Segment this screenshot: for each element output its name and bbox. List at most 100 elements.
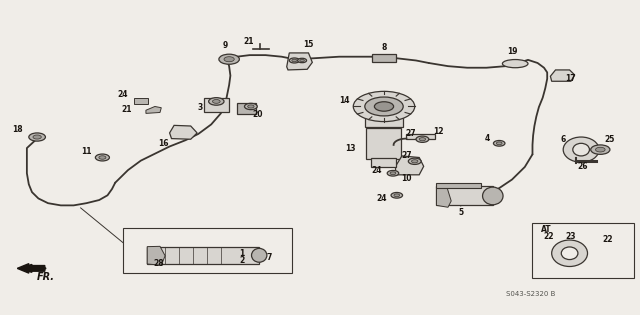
- Circle shape: [394, 194, 400, 197]
- Circle shape: [591, 145, 610, 154]
- Ellipse shape: [353, 91, 415, 122]
- Text: 11: 11: [81, 147, 92, 156]
- Ellipse shape: [502, 60, 528, 68]
- Circle shape: [248, 105, 254, 108]
- Text: 22: 22: [544, 232, 554, 241]
- Text: 17: 17: [566, 74, 576, 83]
- Text: 18: 18: [13, 125, 23, 134]
- Circle shape: [390, 172, 396, 175]
- Circle shape: [29, 133, 45, 141]
- Text: 24: 24: [371, 166, 381, 175]
- Bar: [237, 103, 256, 114]
- Circle shape: [99, 156, 106, 159]
- Text: 13: 13: [346, 144, 356, 152]
- Text: 5: 5: [458, 208, 463, 217]
- Text: 24: 24: [376, 194, 387, 203]
- Text: 19: 19: [507, 47, 517, 55]
- Polygon shape: [436, 186, 451, 207]
- Ellipse shape: [552, 240, 588, 266]
- Text: 28: 28: [154, 260, 164, 268]
- Text: 23: 23: [566, 232, 576, 241]
- Text: 9: 9: [223, 41, 228, 50]
- Text: 10: 10: [401, 175, 412, 183]
- Circle shape: [224, 57, 234, 62]
- Circle shape: [289, 58, 300, 63]
- Text: 1: 1: [239, 249, 244, 258]
- Circle shape: [419, 138, 426, 141]
- Text: 26: 26: [577, 162, 588, 171]
- Circle shape: [412, 160, 418, 163]
- Text: 4: 4: [485, 134, 490, 143]
- Circle shape: [209, 98, 224, 105]
- Text: 14: 14: [339, 96, 349, 105]
- Ellipse shape: [561, 247, 578, 260]
- Circle shape: [238, 244, 251, 250]
- Bar: [532, 223, 634, 278]
- Bar: [123, 228, 292, 273]
- Circle shape: [549, 240, 562, 246]
- Text: 21: 21: [243, 37, 253, 46]
- Circle shape: [292, 59, 297, 62]
- Circle shape: [298, 58, 307, 63]
- Bar: [372, 54, 396, 62]
- Text: FR.: FR.: [37, 272, 55, 282]
- Bar: [147, 247, 259, 264]
- Circle shape: [552, 242, 559, 245]
- Text: 2: 2: [239, 256, 244, 265]
- Polygon shape: [550, 70, 575, 81]
- Text: 20: 20: [252, 110, 262, 118]
- Circle shape: [229, 253, 234, 256]
- Circle shape: [408, 158, 421, 164]
- Text: 22: 22: [603, 235, 613, 244]
- Circle shape: [170, 257, 178, 261]
- Text: 16: 16: [158, 139, 168, 148]
- Text: 15: 15: [303, 40, 314, 49]
- Circle shape: [602, 243, 614, 249]
- Text: 12: 12: [433, 127, 444, 136]
- Circle shape: [387, 170, 399, 176]
- Text: 8: 8: [381, 43, 387, 52]
- Ellipse shape: [374, 102, 394, 111]
- Ellipse shape: [573, 143, 589, 156]
- Circle shape: [166, 255, 182, 263]
- Circle shape: [33, 135, 41, 139]
- Ellipse shape: [365, 97, 403, 116]
- Bar: [366, 128, 401, 159]
- Text: 6: 6: [561, 135, 566, 144]
- Circle shape: [95, 154, 109, 161]
- Text: 3: 3: [197, 103, 202, 112]
- Bar: [134, 98, 148, 104]
- Text: 21: 21: [122, 105, 132, 114]
- Polygon shape: [287, 53, 312, 70]
- Circle shape: [300, 59, 305, 61]
- Text: 7: 7: [266, 253, 271, 262]
- Circle shape: [605, 245, 611, 248]
- Text: AT: AT: [541, 225, 552, 234]
- Circle shape: [229, 259, 234, 261]
- Circle shape: [493, 140, 505, 146]
- Bar: [436, 183, 481, 188]
- Text: 25: 25: [604, 135, 614, 144]
- Text: 24: 24: [118, 90, 128, 99]
- Circle shape: [241, 246, 248, 249]
- Ellipse shape: [483, 187, 503, 205]
- Bar: [371, 158, 396, 167]
- Polygon shape: [147, 246, 165, 265]
- Circle shape: [219, 54, 239, 64]
- Bar: [365, 109, 403, 127]
- Circle shape: [595, 147, 605, 152]
- Text: 27: 27: [401, 152, 412, 160]
- Circle shape: [212, 100, 220, 103]
- FancyArrow shape: [17, 264, 45, 273]
- Ellipse shape: [563, 137, 599, 162]
- Circle shape: [416, 136, 429, 142]
- Circle shape: [244, 103, 257, 110]
- Bar: [406, 134, 435, 139]
- Polygon shape: [146, 106, 161, 113]
- Ellipse shape: [252, 248, 267, 262]
- Bar: [436, 186, 493, 205]
- Bar: [204, 98, 229, 112]
- Circle shape: [227, 258, 237, 263]
- Polygon shape: [170, 125, 197, 139]
- Circle shape: [497, 142, 502, 145]
